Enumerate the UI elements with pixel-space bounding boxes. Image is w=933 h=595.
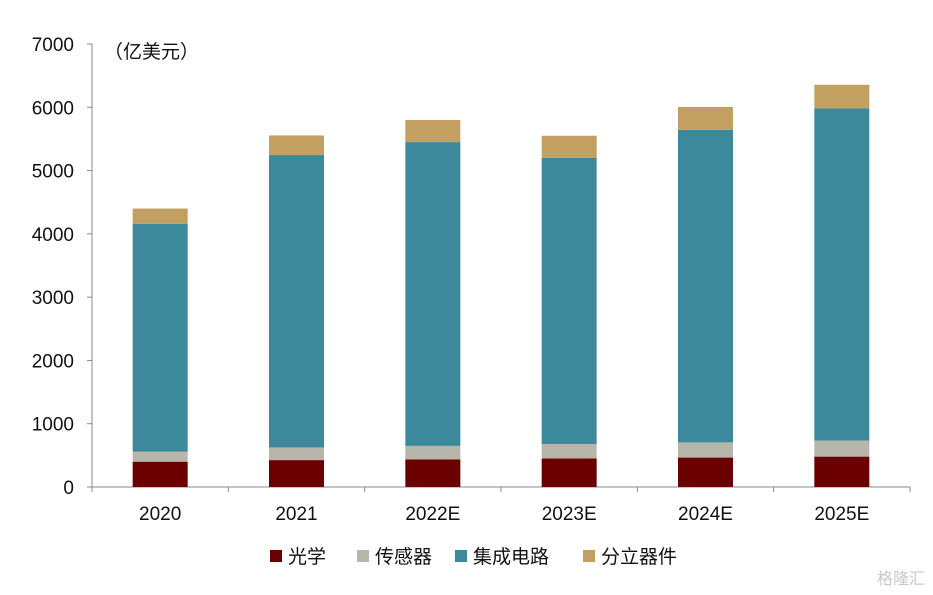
bar-segment xyxy=(541,458,597,487)
legend-swatch xyxy=(270,550,282,562)
legend-swatch xyxy=(583,550,595,562)
bar-segment xyxy=(269,460,324,487)
bar-segment xyxy=(814,440,870,457)
bar-segment xyxy=(132,223,188,452)
x-tick-label: 2024E xyxy=(678,504,733,525)
x-tick-label: 2023E xyxy=(542,504,597,525)
bar-segment xyxy=(405,459,461,487)
bar-segment xyxy=(541,443,597,459)
y-tick-label: 2000 xyxy=(32,351,74,372)
bar-segment xyxy=(814,456,870,487)
bar-segment xyxy=(678,457,733,487)
y-axis: 0 1000 2000 3000 4000 5000 6000 7000 xyxy=(32,35,93,499)
bar-segment xyxy=(269,135,324,156)
bar-segment xyxy=(541,157,597,444)
bar-segment xyxy=(814,84,870,109)
legend: 光学 传感器 集成电路 分立器件 xyxy=(270,546,677,568)
bar-segment xyxy=(814,108,870,441)
y-tick-label: 4000 xyxy=(32,225,74,246)
y-tick-label: 6000 xyxy=(32,98,74,119)
x-axis: 2020 2021 2022E 2023E 2024E 2025E xyxy=(91,486,911,525)
x-tick-label: 2020 xyxy=(139,504,181,525)
bar-segment xyxy=(132,208,188,224)
bar-segment xyxy=(405,445,461,460)
y-unit-label: （亿美元） xyxy=(104,41,199,63)
legend-label: 传感器 xyxy=(375,546,432,568)
legend-label: 光学 xyxy=(288,546,326,568)
y-tick-label: 7000 xyxy=(32,35,74,56)
legend-label: 分立器件 xyxy=(601,546,677,568)
bar-segment xyxy=(269,447,324,461)
y-tick-label: 1000 xyxy=(32,415,74,436)
bar-segment xyxy=(678,106,733,130)
bar-segment xyxy=(678,129,733,443)
x-tick-label: 2022E xyxy=(405,504,460,525)
y-tick-label: 0 xyxy=(63,478,74,499)
bars xyxy=(132,84,870,487)
bar-segment xyxy=(678,442,733,458)
legend-label: 集成电路 xyxy=(473,546,549,568)
bar-segment xyxy=(269,155,324,448)
x-tick-label: 2021 xyxy=(275,504,317,525)
bar-segment xyxy=(132,461,188,487)
legend-swatch xyxy=(455,550,467,562)
legend-swatch xyxy=(357,550,369,562)
y-tick-label: 5000 xyxy=(32,162,74,183)
bar-segment xyxy=(405,142,461,446)
y-tick-label: 3000 xyxy=(32,288,74,309)
watermark-logo: 格隆汇 xyxy=(876,569,925,588)
bar-segment xyxy=(405,119,461,143)
x-tick-label: 2025E xyxy=(814,504,869,525)
bar-segment xyxy=(132,451,188,462)
bar-segment xyxy=(541,135,597,158)
